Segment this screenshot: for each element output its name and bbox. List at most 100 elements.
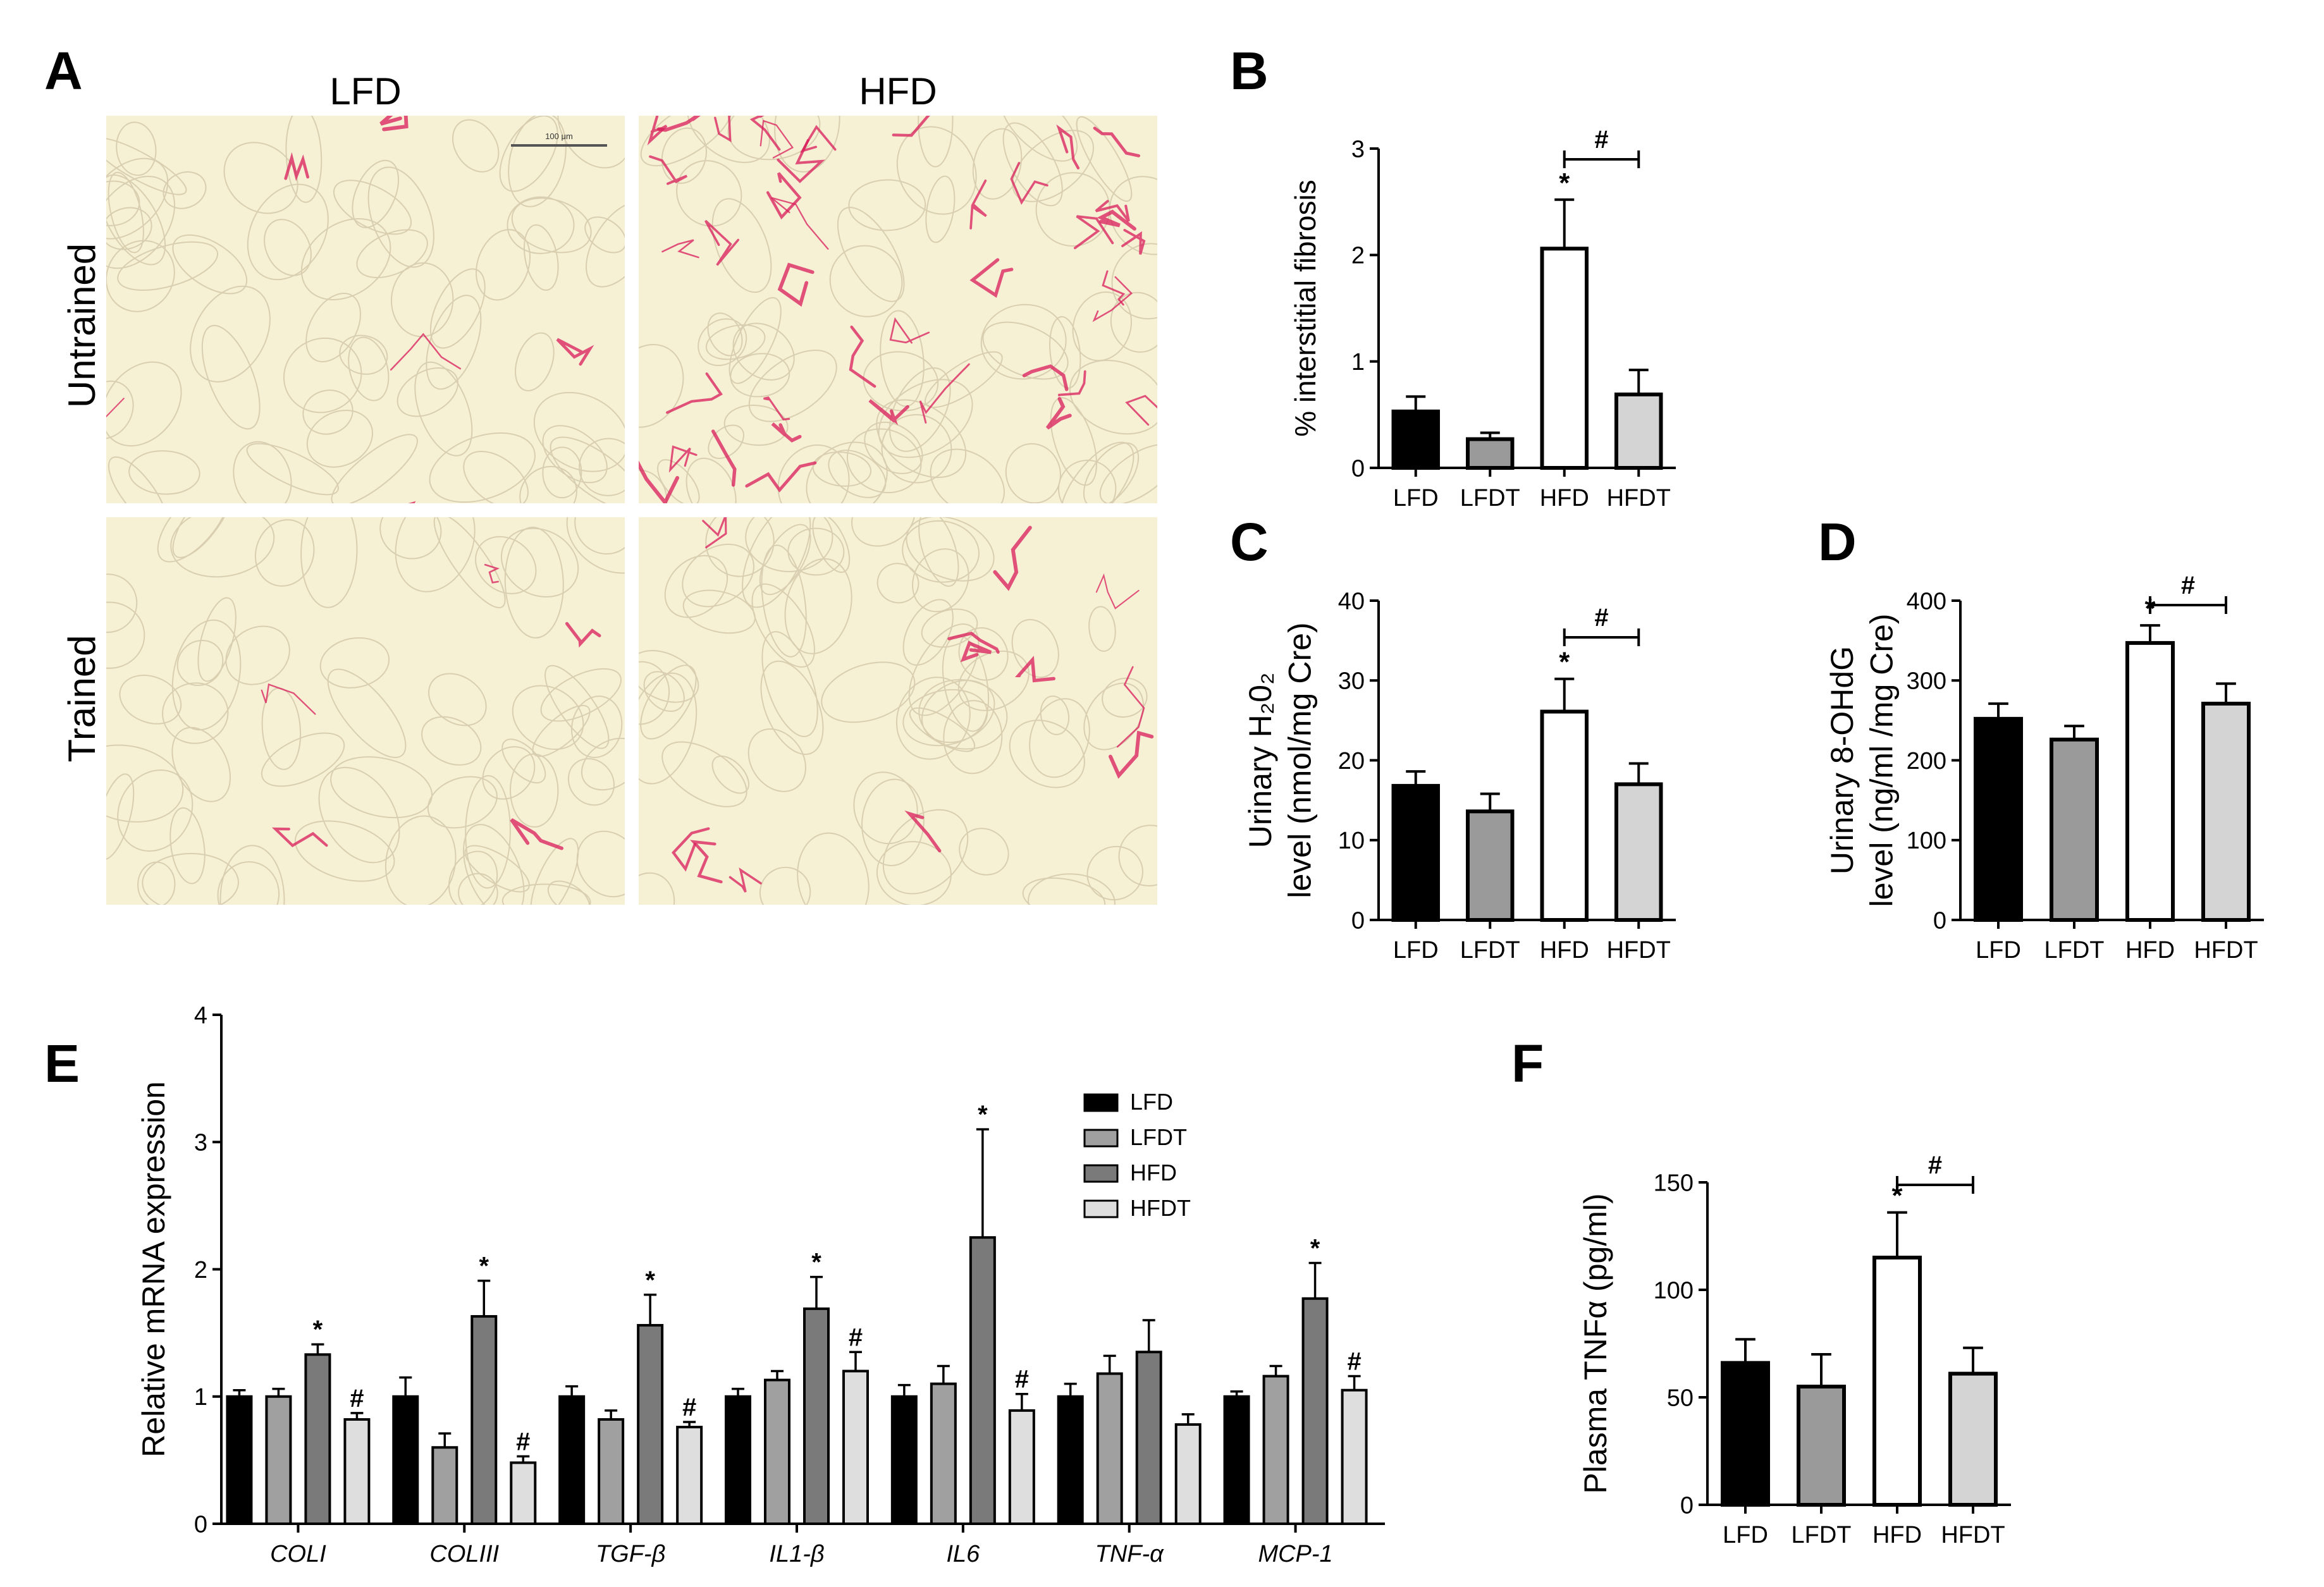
x-tick-label: COLI (270, 1541, 326, 1567)
tubule-outline (463, 824, 525, 905)
y-tick-label: 2 (194, 1257, 207, 1284)
tubule-outline (828, 450, 887, 498)
tubule-outline (512, 685, 584, 751)
fibrosis-stain (702, 517, 727, 549)
tubule-outline (723, 405, 789, 446)
tubule-outline (427, 776, 498, 829)
column-label-lfd: LFD (329, 70, 402, 113)
tubule-outline (661, 741, 747, 807)
tubule-outline (106, 207, 152, 250)
tubule-outline (787, 527, 845, 576)
tubule-outline (142, 852, 239, 905)
y-axis-label-line2: level (ng/ml /mg Cre) (1864, 614, 1900, 907)
fibrosis-stain (1010, 162, 1048, 205)
tubule-outline (711, 755, 749, 794)
tissue-background (106, 116, 625, 503)
tubule-outline (533, 391, 625, 472)
legend-label: LFD (1130, 1089, 1173, 1115)
tubule-outline (864, 421, 923, 474)
tubule-outline (863, 351, 939, 412)
tubule-outline (639, 344, 684, 428)
tubule-outline (331, 434, 418, 503)
tubule-outline (861, 778, 925, 866)
y-tick-label: 2 (1351, 243, 1365, 269)
tubule-outline (745, 517, 833, 573)
tubule-outline (510, 753, 559, 828)
tubule-outline (982, 321, 1069, 380)
tubule-outline (566, 517, 625, 574)
fibrosis-stain (889, 317, 930, 344)
tubule-outline (846, 428, 922, 494)
x-tick-label: IL6 (946, 1541, 980, 1567)
tubule-outline (157, 517, 229, 563)
tubule-outline (1058, 459, 1117, 503)
fibrosis-stain (647, 116, 668, 146)
bar-hfdt (842, 1369, 869, 1525)
tubule-outline (581, 737, 625, 791)
y-axis-label: Relative mRNA expression (136, 1081, 171, 1457)
fibrosis-stain (556, 338, 594, 366)
tubule-outline (305, 293, 361, 363)
tubule-outline (1118, 824, 1157, 887)
y-axis-label: Plasma TNFα (pg/ml) (1578, 1193, 1613, 1493)
tubule-outline (882, 809, 969, 895)
tubule-outline (117, 241, 219, 291)
tubule-outline (356, 229, 428, 278)
micrograph-lfd-untrained (106, 116, 625, 503)
tubule-outline (524, 224, 559, 291)
y-tick-label: 1 (1351, 349, 1365, 376)
tubule-outline (708, 424, 744, 459)
bar-hfdt (1008, 1409, 1035, 1526)
micrograph-hfd-trained (639, 517, 1157, 905)
tubule-outline (1110, 291, 1157, 353)
bar-lfd (226, 1395, 253, 1525)
tubule-outline (501, 883, 591, 905)
bar-lfdt (598, 1418, 625, 1525)
significance-hash: # (1015, 1366, 1029, 1394)
x-tick-label: TNF-α (1095, 1541, 1165, 1567)
tubule-outline (201, 324, 261, 430)
bar-lfdt (1262, 1375, 1289, 1525)
tubule-outline (319, 637, 390, 689)
bar-lfdt (1096, 1372, 1123, 1526)
bar-lfd (890, 1395, 918, 1525)
bar-hfd (1540, 247, 1589, 470)
tubule-outline (233, 441, 292, 503)
tubule-outline (925, 175, 956, 243)
significance-star: * (479, 1253, 489, 1280)
fibrosis-stain (1102, 270, 1126, 306)
tubule-outline (106, 573, 138, 634)
bar-lfdt (2050, 737, 2099, 922)
y-tick-label: 0 (1680, 1492, 1694, 1519)
tubule-outline (1029, 698, 1090, 778)
bar-lfdt (431, 1446, 458, 1525)
tubule-outline (742, 517, 811, 608)
legend-swatch-lfdt (1083, 1129, 1119, 1148)
tubule-outline (395, 517, 476, 592)
chart-e: 0 1 2 3 4 Relative mRNA expression COLI COLIII T… (136, 1002, 1385, 1567)
chart-b: 0 1 2 3 LFD LFDT HFD * HFDT # % interstitial fibro… (1289, 126, 1676, 512)
bar-hfd (1301, 1297, 1329, 1525)
bar-hfd (470, 1314, 498, 1525)
panel-letter-f: F (1511, 1034, 1544, 1093)
tubule-outline (1086, 845, 1143, 901)
y-axis-label-line2: level (nmol/mg Cre) (1282, 622, 1318, 898)
tubule-outline (108, 456, 167, 503)
fibrosis-stain (711, 429, 737, 487)
tubule-outline (586, 201, 625, 288)
tubule-outline (1040, 695, 1070, 735)
tubule-outline (507, 196, 575, 254)
tubule-outline (246, 443, 339, 496)
tubule-outline (448, 850, 498, 905)
tubule-outline (705, 324, 766, 360)
fibrosis-stain (771, 422, 802, 443)
tubule-outline (433, 517, 506, 609)
fibrosis-stain (849, 325, 876, 388)
x-tick-label: LFDT (1792, 1522, 1852, 1548)
bar-lfd (1223, 1395, 1250, 1525)
tubule-outline (499, 116, 558, 192)
bar-lfd (1391, 409, 1440, 470)
y-tick-label: 10 (1338, 828, 1365, 854)
tubule-outline (876, 563, 919, 604)
fibrosis-stain (749, 116, 781, 151)
